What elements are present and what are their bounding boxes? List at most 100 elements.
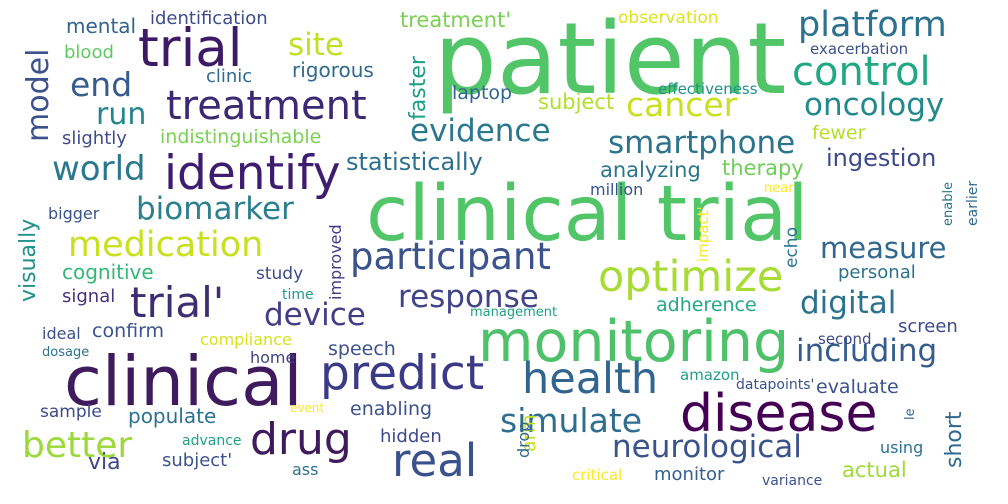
word: clinical trial bbox=[366, 170, 809, 259]
word: subject' bbox=[162, 450, 233, 471]
word: study bbox=[256, 264, 304, 284]
word: subject bbox=[538, 90, 615, 114]
word: enable bbox=[941, 181, 956, 226]
word: amazon bbox=[680, 366, 740, 384]
word: participant bbox=[350, 235, 551, 278]
word: dosage bbox=[42, 345, 90, 360]
word: earlier bbox=[965, 180, 981, 226]
word: drug bbox=[250, 414, 352, 465]
word: variance bbox=[762, 473, 823, 489]
word: measure bbox=[820, 231, 947, 265]
word: le bbox=[903, 408, 918, 420]
word: million bbox=[590, 180, 644, 199]
word: echo bbox=[782, 227, 802, 268]
word: medication bbox=[68, 225, 264, 265]
word: mental bbox=[66, 14, 137, 38]
word: statistically bbox=[346, 148, 483, 176]
word: simulate bbox=[500, 401, 643, 440]
word: slightly bbox=[62, 128, 127, 149]
word: ass bbox=[292, 460, 319, 479]
word: fewer bbox=[812, 122, 866, 144]
word: health bbox=[522, 354, 659, 404]
word: monitoring bbox=[478, 309, 790, 375]
word: using bbox=[880, 438, 924, 457]
word: patient bbox=[434, 2, 787, 117]
word: home bbox=[250, 348, 296, 367]
word: evidence bbox=[410, 113, 551, 149]
word: world bbox=[52, 149, 146, 189]
word: analyzing bbox=[600, 158, 701, 182]
word: evaluate bbox=[816, 376, 899, 398]
word: control bbox=[792, 49, 931, 95]
word: observation bbox=[618, 8, 719, 28]
word: advance bbox=[182, 433, 242, 449]
word: biomarker bbox=[136, 191, 294, 227]
word: indistinguishable bbox=[160, 126, 322, 148]
word: rigorous bbox=[292, 58, 374, 82]
word: management bbox=[470, 305, 558, 320]
word: short bbox=[942, 411, 967, 468]
word: run bbox=[96, 97, 147, 132]
word: clinic bbox=[206, 66, 253, 87]
word: impact' bbox=[694, 206, 712, 262]
word: drop bbox=[514, 421, 533, 458]
word: disease bbox=[680, 384, 878, 444]
word: via bbox=[88, 450, 121, 475]
word: datapoints' bbox=[736, 377, 815, 393]
word: faster bbox=[406, 56, 431, 120]
word: clinical bbox=[64, 342, 303, 422]
word: site bbox=[288, 27, 344, 63]
word: exacerbation bbox=[810, 40, 909, 58]
word: compliance bbox=[200, 330, 292, 349]
word: populate bbox=[128, 404, 217, 428]
word: visually bbox=[16, 218, 41, 302]
word: laptop bbox=[452, 82, 513, 104]
word: cancer bbox=[626, 85, 738, 124]
word: bigger bbox=[48, 204, 100, 223]
word: oncology bbox=[804, 87, 945, 123]
word: speech bbox=[328, 338, 396, 360]
word: second bbox=[818, 330, 872, 348]
word: identification bbox=[150, 8, 268, 29]
word: confirm bbox=[92, 320, 165, 342]
word: platform bbox=[798, 5, 947, 45]
word: adherence bbox=[656, 294, 757, 316]
word: digital bbox=[800, 285, 897, 321]
word: hidden bbox=[380, 426, 442, 447]
word: treatment' bbox=[400, 8, 512, 32]
word: ingestion bbox=[826, 144, 937, 172]
word: device bbox=[264, 297, 366, 333]
word: time bbox=[282, 287, 314, 303]
word: ideal bbox=[42, 324, 81, 343]
word: signal bbox=[62, 286, 116, 307]
word: treatment bbox=[166, 83, 367, 129]
word: response bbox=[398, 279, 539, 315]
word: therapy bbox=[722, 156, 804, 180]
word: event bbox=[290, 401, 325, 415]
word: blood bbox=[64, 42, 114, 63]
word: sample bbox=[40, 402, 102, 422]
word: smartphone bbox=[608, 125, 796, 161]
word: trial bbox=[138, 18, 243, 79]
word: optimize bbox=[598, 252, 784, 302]
word: screen bbox=[898, 316, 958, 337]
word: personal bbox=[838, 262, 916, 283]
word: improved bbox=[326, 224, 345, 300]
word: trial' bbox=[130, 278, 225, 327]
word: neurological bbox=[612, 429, 802, 465]
word: identify bbox=[164, 146, 341, 201]
word: better bbox=[22, 425, 133, 466]
word: actual bbox=[842, 458, 907, 482]
word: including bbox=[796, 333, 938, 369]
word: end bbox=[70, 65, 133, 104]
word: predict bbox=[320, 346, 485, 401]
word: near bbox=[764, 181, 794, 196]
word: model bbox=[21, 48, 56, 142]
word: monitor bbox=[654, 464, 725, 485]
word: critical bbox=[572, 466, 623, 484]
word: cognitive bbox=[62, 260, 154, 284]
word: real bbox=[392, 434, 478, 487]
word: effectiveness bbox=[658, 80, 758, 98]
word: enabling bbox=[350, 398, 433, 420]
